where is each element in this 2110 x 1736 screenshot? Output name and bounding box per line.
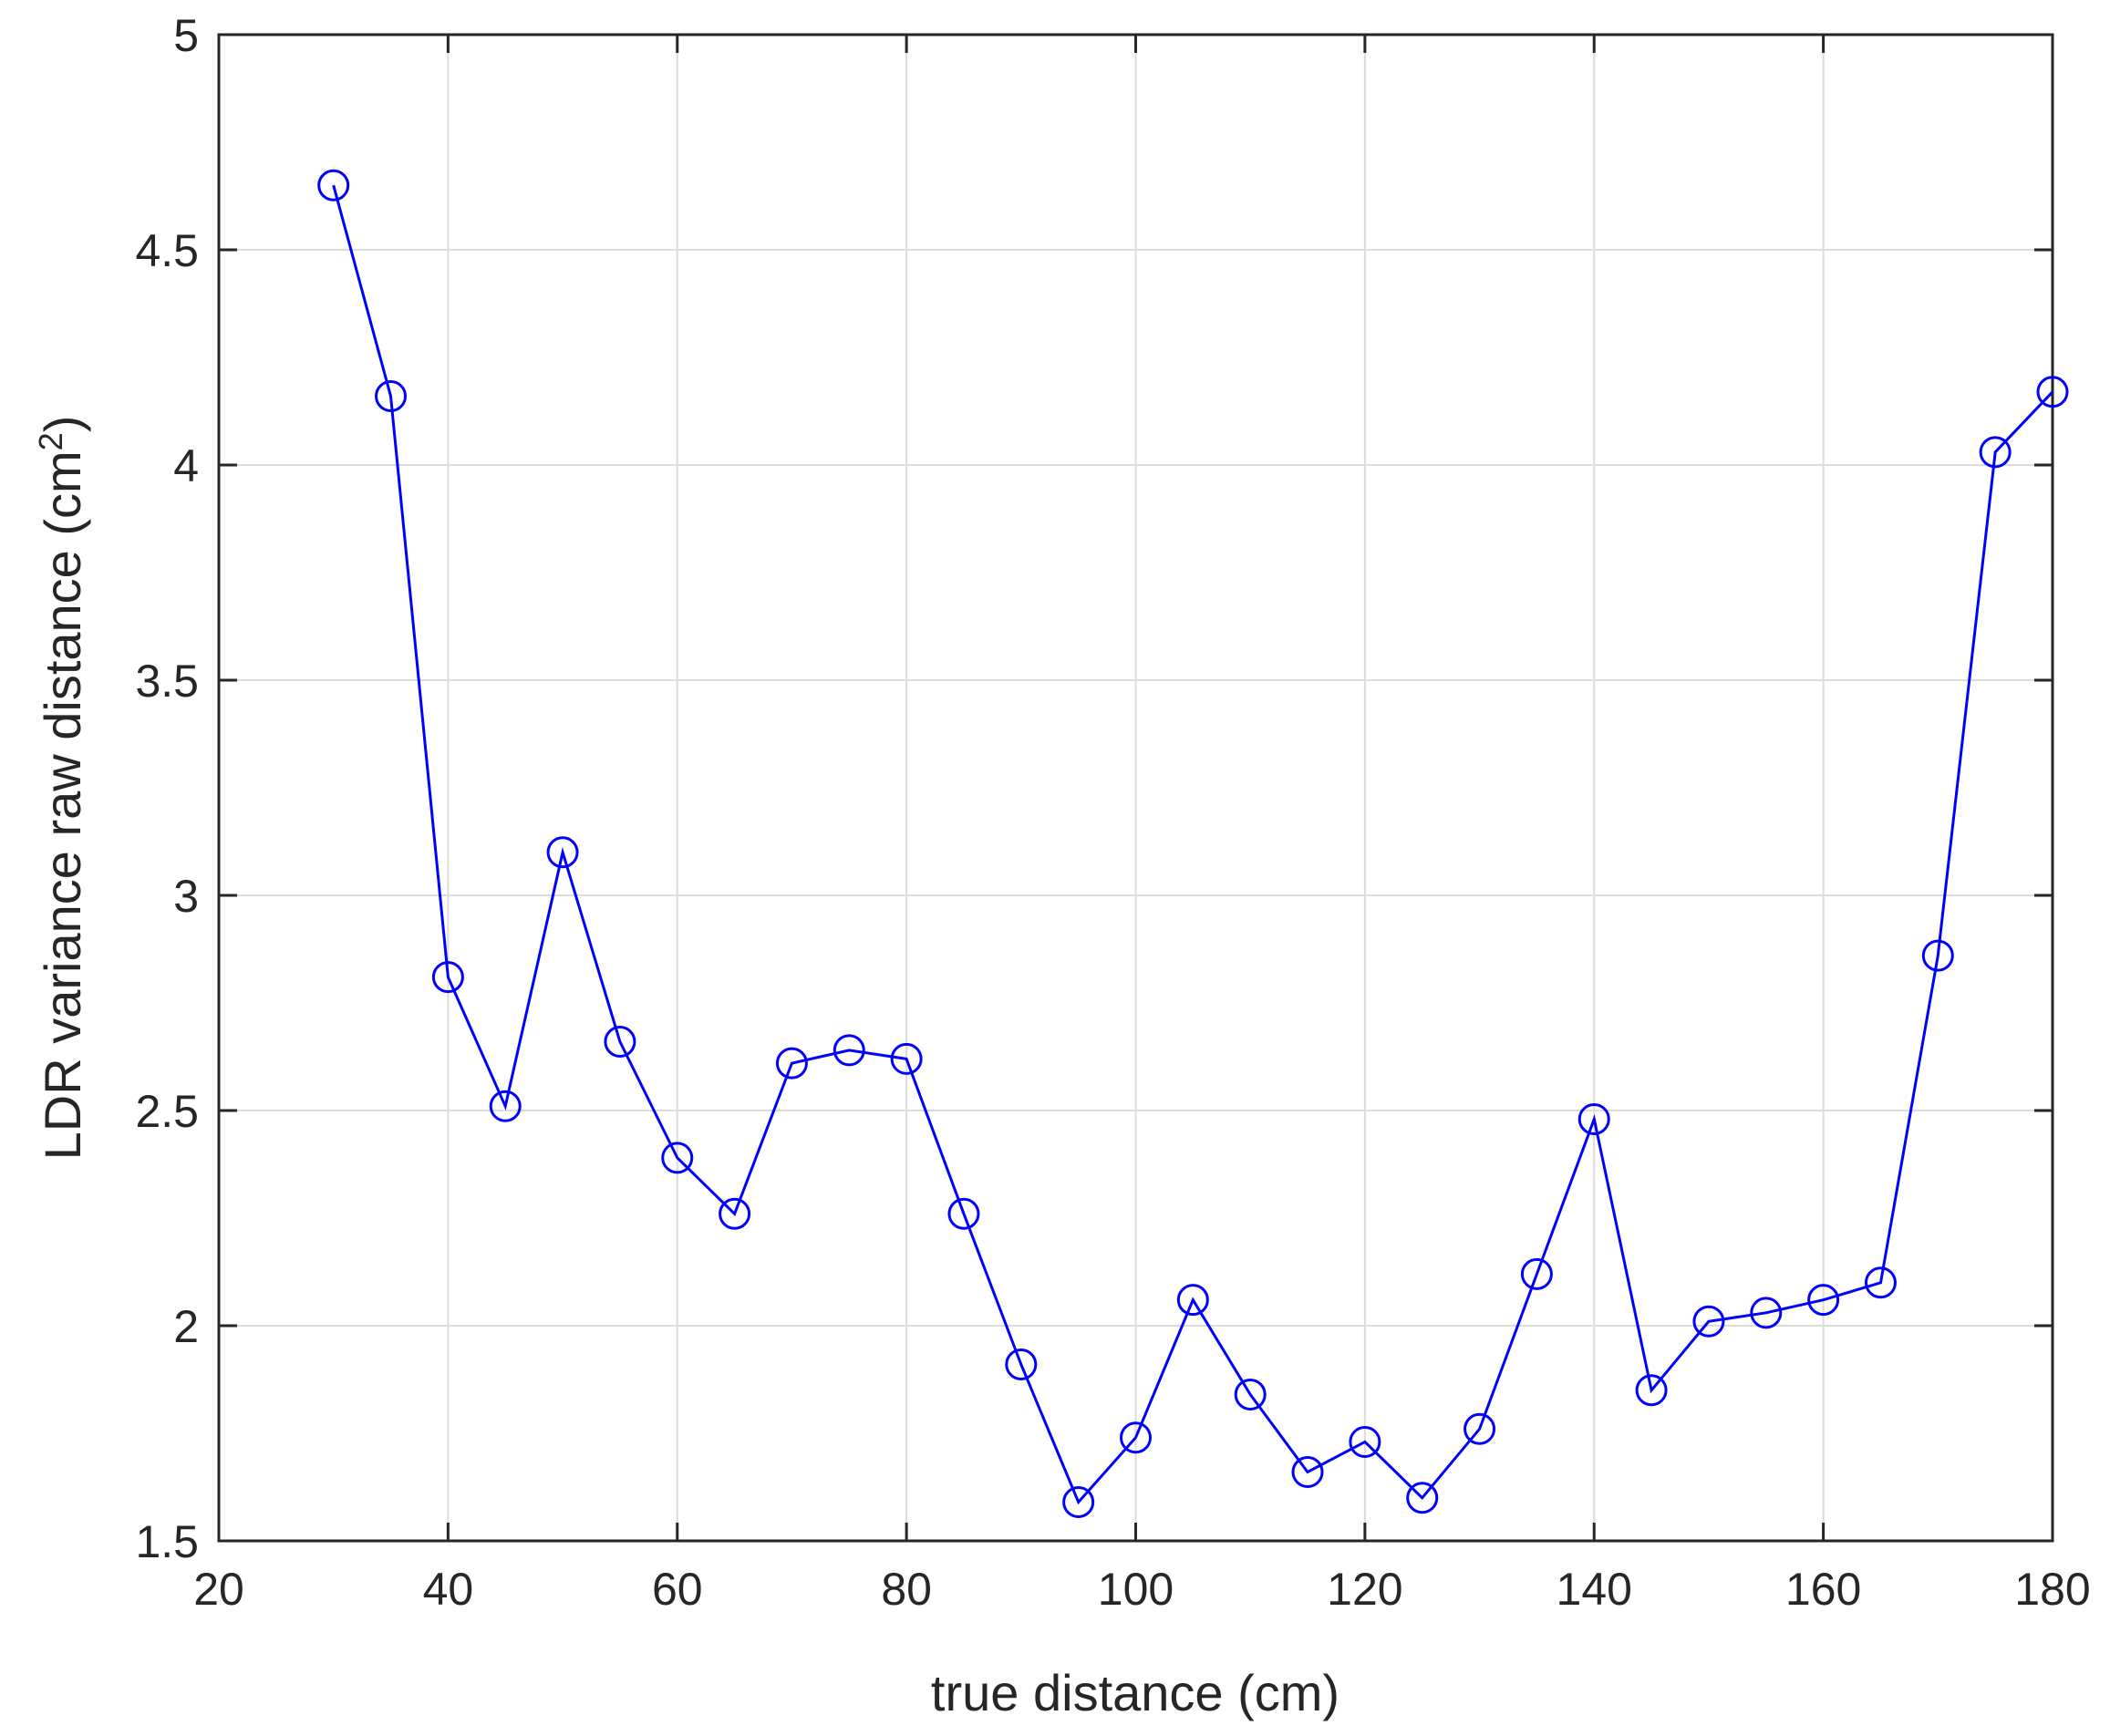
data-point-marker — [719, 1197, 751, 1230]
x-tick-label: 60 — [652, 1564, 703, 1615]
x-tick-label: 40 — [423, 1564, 474, 1615]
y-axis-label-superscript: 2 — [32, 432, 69, 450]
y-tick-label: 3.5 — [135, 656, 199, 707]
data-point-marker — [1577, 1102, 1610, 1135]
data-point-marker — [604, 1025, 636, 1058]
y-axis-label: LDR variance raw distance (cm2) — [32, 416, 92, 1161]
data-point-marker — [1807, 1284, 1840, 1317]
data-point-marker — [1005, 1348, 1038, 1380]
data-point-marker — [1921, 939, 1954, 972]
x-tick-labels: 20 40 60 80 100 120 140 160 180 — [193, 1564, 2091, 1615]
data-point-marker — [775, 1047, 808, 1080]
data-point-marker — [947, 1197, 980, 1230]
y-axis-label-text: LDR variance raw distance (cm — [34, 450, 91, 1160]
data-series — [317, 169, 2069, 1519]
y-tick-label: 4 — [173, 440, 199, 491]
data-point-marker — [1692, 1305, 1725, 1338]
y-tick-labels: 1.5 2 2.5 3 3.5 4 4.5 5 — [135, 10, 199, 1567]
x-axis-label: true distance (cm) — [931, 1664, 1339, 1721]
data-point-marker — [1291, 1455, 1324, 1488]
y-tick-label: 2.5 — [135, 1086, 199, 1137]
data-point-marker — [546, 836, 579, 869]
x-tick-label: 120 — [1327, 1564, 1402, 1615]
data-point-marker — [1062, 1486, 1095, 1519]
data-point-marker — [1406, 1482, 1439, 1514]
data-point-marker — [1635, 1374, 1668, 1407]
data-point-marker — [489, 1090, 522, 1122]
data-point-marker — [833, 1034, 865, 1067]
data-point-marker — [2036, 376, 2069, 408]
data-point-marker — [1349, 1425, 1381, 1458]
x-tick-label: 180 — [2014, 1564, 2090, 1615]
data-point-marker — [1520, 1257, 1553, 1290]
data-point-marker — [1120, 1421, 1152, 1454]
x-tick-label: 160 — [1785, 1564, 1861, 1615]
y-tick-label: 1.5 — [135, 1516, 199, 1567]
y-tick-label: 2 — [173, 1301, 199, 1352]
data-point-marker — [317, 169, 350, 202]
data-point-marker — [890, 1042, 923, 1075]
y-tick-label: 5 — [173, 10, 199, 61]
x-tick-label: 140 — [1557, 1564, 1632, 1615]
y-tick-label: 4.5 — [135, 225, 199, 276]
series-line — [332, 184, 2054, 1505]
data-point-marker — [1979, 436, 2012, 469]
x-tick-label: 80 — [881, 1564, 932, 1615]
data-point-marker — [1750, 1297, 1783, 1329]
data-point-marker — [1864, 1266, 1897, 1299]
x-tick-label: 20 — [193, 1564, 244, 1615]
data-point-marker — [1464, 1412, 1496, 1445]
data-point-marker — [661, 1142, 694, 1174]
data-point-marker — [1234, 1379, 1267, 1411]
data-point-marker — [431, 961, 464, 994]
y-tick-label: 3 — [173, 871, 199, 922]
y-axis-label-close: ) — [34, 416, 91, 433]
data-point-marker — [1176, 1284, 1209, 1317]
tick-marks — [217, 33, 2054, 1543]
data-point-marker — [375, 379, 408, 412]
x-tick-label: 100 — [1098, 1564, 1174, 1615]
